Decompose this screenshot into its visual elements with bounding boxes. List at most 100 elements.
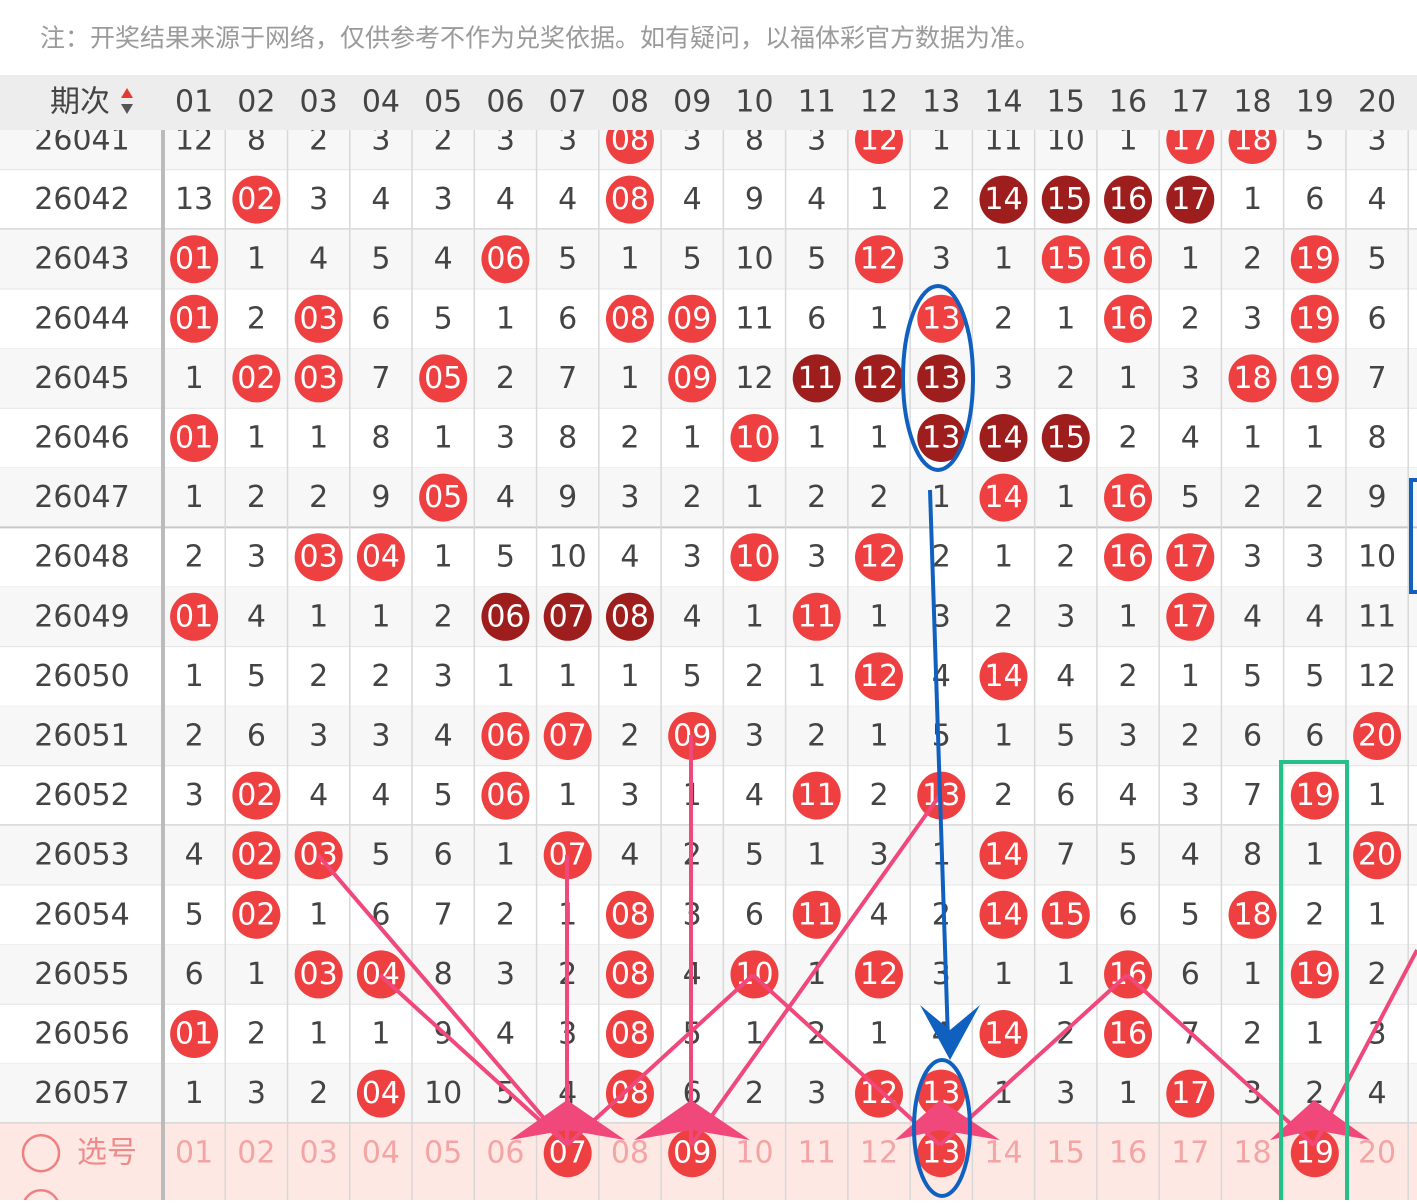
miss-count: 6 [185,957,204,992]
miss-count: 8 [434,957,453,992]
ball [668,1129,717,1178]
miss-count: 5 [683,659,702,694]
ball [294,950,343,999]
column-header: 19 [1296,85,1334,120]
miss-count: 6 [371,301,390,336]
ball-number: 11 [798,778,836,813]
ball-number: 11 [798,897,836,932]
miss-count: 6 [1243,719,1262,754]
miss-count: 5 [247,659,266,694]
miss-count: 3 [434,182,453,217]
ball [481,235,530,284]
ball-number: 15 [1047,242,1085,277]
edge-mark [1409,478,1417,594]
ball [1166,175,1215,224]
column-header: 18 [1233,85,1271,120]
ball-number: 08 [611,182,649,217]
miss-count: 2 [1243,480,1262,515]
ball [854,235,903,284]
ball [232,354,281,403]
ball [605,294,654,343]
miss-count: 2 [1056,361,1075,396]
ball-number: 11 [798,599,836,634]
ball [481,771,530,820]
miss-count: 5 [496,540,515,575]
ball [605,1069,654,1118]
ball [419,473,468,522]
miss-count: 2 [1118,421,1137,456]
ball [1041,414,1090,462]
pick-radio [22,1188,60,1204]
miss-count: 3 [807,1076,826,1111]
ball [232,175,281,224]
ball-number: 10 [735,421,773,456]
ball-number: 17 [1171,182,1209,217]
ball [979,473,1028,522]
ball [1290,950,1339,999]
issue: 26045 [34,361,129,396]
miss-count: 1 [869,421,888,456]
miss-count: 3 [247,1076,266,1111]
miss-count: 1 [807,421,826,456]
ball [481,592,530,641]
annotations [316,284,1417,1204]
issue: 26046 [34,421,129,456]
miss-count: 04 [362,1136,400,1171]
ellipse [912,1058,972,1198]
ball [543,1129,592,1178]
miss-count: 8 [247,123,266,158]
miss-count: 2 [869,778,888,813]
issue: 26047 [34,480,129,515]
miss-count: 6 [1305,182,1324,217]
sort-up [121,88,133,98]
miss-count: 1 [371,599,390,634]
miss-count: 6 [434,838,453,873]
miss-count: 6 [558,301,577,336]
miss-count: 3 [1368,123,1387,158]
ball-number: 19 [1296,301,1334,336]
miss-count: 8 [1368,421,1387,456]
ball-number: 14 [984,659,1022,694]
miss-count: 02 [237,1136,275,1171]
ball [854,950,903,999]
miss-count: 2 [1243,1017,1262,1052]
column-header: 12 [860,85,898,120]
ball [979,890,1028,939]
ball [1353,831,1402,880]
ball-number: 01 [175,1017,213,1052]
miss-count: 3 [558,123,577,158]
miss-count: 9 [558,480,577,515]
miss-count: 1 [247,421,266,456]
miss-count: 8 [1243,838,1262,873]
ball [1104,294,1153,343]
miss-count: 1 [496,659,515,694]
row-bg [0,825,1417,885]
ball-number: 03 [300,957,338,992]
ball [1290,771,1339,820]
miss-count: 3 [932,242,951,277]
column-header: 01 [175,85,213,120]
miss-count: 1 [994,540,1013,575]
miss-count: 1 [1305,838,1324,873]
miss-count: 2 [434,123,453,158]
pick-label: 选号 [77,1136,137,1171]
ball-number: 16 [1109,540,1147,575]
miss-count: 2 [620,719,639,754]
miss-count: 1 [309,1017,328,1052]
miss-count: 1 [1368,778,1387,813]
miss-count: 1 [620,242,639,277]
issue: 26053 [34,838,129,873]
miss-count: 5 [1243,659,1262,694]
miss-count: 2 [1056,540,1075,575]
ball-number: 05 [424,361,462,396]
miss-count: 2 [932,182,951,217]
miss-count: 3 [745,719,764,754]
miss-count: 16 [1109,1136,1147,1171]
miss-count: 1 [683,421,702,456]
ball-number: 14 [984,838,1022,873]
ball-number: 12 [860,957,898,992]
miss-count: 2 [247,301,266,336]
ball [854,354,903,403]
miss-count: 1 [1118,123,1137,158]
